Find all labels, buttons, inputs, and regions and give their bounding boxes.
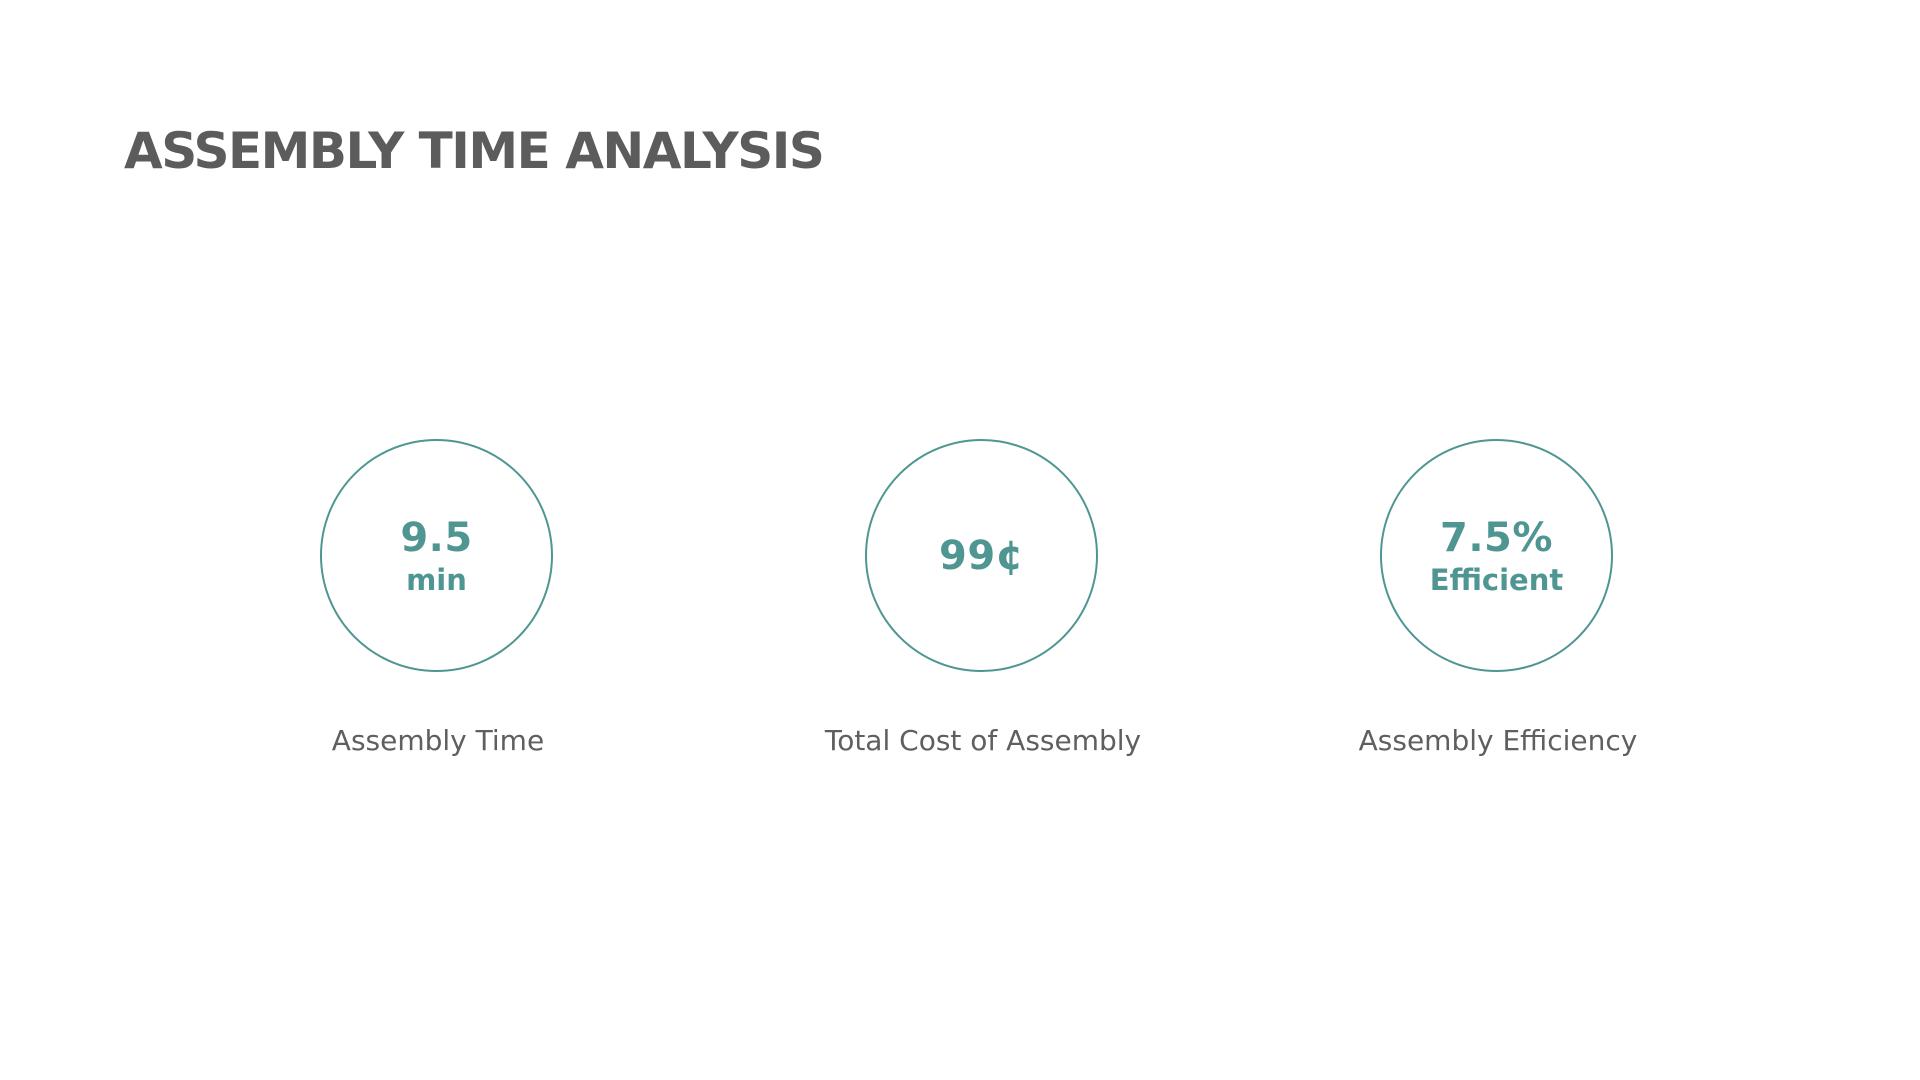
slide-title: ASSEMBLY TIME ANALYSIS: [124, 122, 825, 180]
metric-total-cost: 99¢ Total Cost of Assembly: [773, 439, 1193, 779]
metric-label: Assembly Time: [331, 724, 545, 757]
metric-circle: 9.5 min: [320, 439, 553, 672]
metric-value: 7.5%: [1440, 514, 1553, 561]
metric-value: 9.5: [400, 514, 473, 561]
metric-unit: min: [406, 562, 467, 597]
metric-assembly-time: 9.5 min Assembly Time: [228, 439, 648, 779]
metric-unit: Efficient: [1429, 562, 1564, 597]
metric-label: Total Cost of Assembly: [824, 724, 1142, 757]
metric-label: Assembly Efficiency: [1358, 724, 1638, 757]
metric-circle: 99¢: [865, 439, 1098, 672]
metric-circle: 7.5% Efficient: [1380, 439, 1613, 672]
metric-assembly-efficiency: 7.5% Efficient Assembly Efficiency: [1288, 439, 1708, 779]
metric-value: 99¢: [939, 532, 1024, 579]
